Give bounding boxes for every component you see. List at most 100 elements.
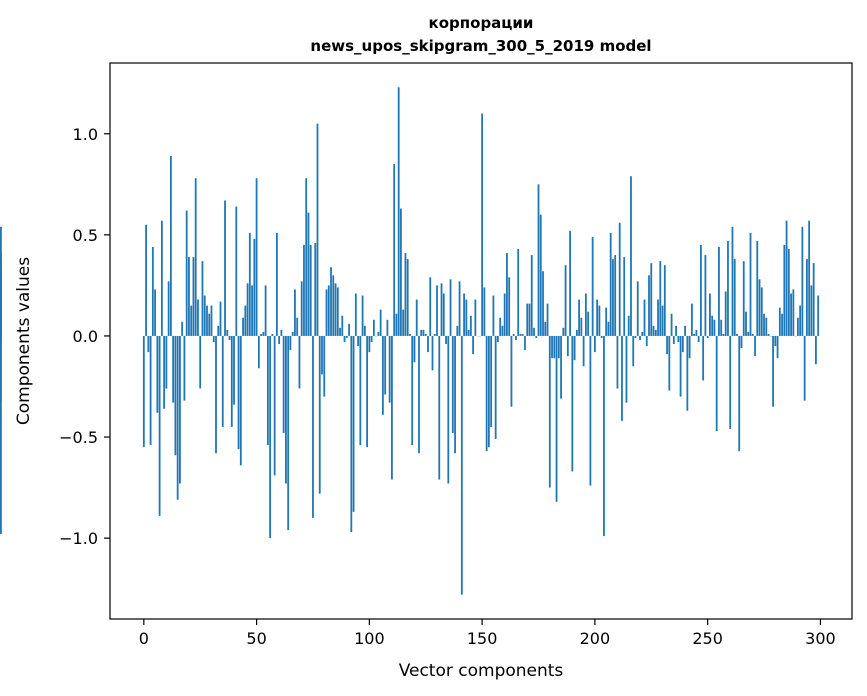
bar-39 (230, 335, 233, 427)
bar-129 (433, 333, 436, 336)
x-axis-label: Vector components (399, 661, 564, 681)
bar-172 (530, 255, 533, 336)
bar-184 (557, 335, 560, 359)
bar-161 (506, 253, 508, 336)
bar-83 (330, 267, 332, 336)
bar-35 (221, 335, 224, 427)
bar-151 (483, 287, 486, 336)
bar-8 (160, 220, 163, 336)
bar-271 (754, 335, 756, 357)
bar-247 (699, 244, 702, 336)
bar-251 (709, 293, 711, 336)
bar-262 (733, 259, 736, 336)
bar-36 (224, 200, 226, 336)
bar-210 (616, 335, 619, 389)
bar-91 (348, 323, 350, 336)
bar-261 (731, 226, 734, 336)
bar-175 (537, 184, 540, 336)
bar-217 (632, 335, 635, 367)
bar-66 (291, 331, 294, 336)
bar-226 (652, 325, 655, 336)
bar-53 (262, 331, 265, 336)
bar-141 (460, 335, 463, 595)
bar-253 (713, 319, 716, 336)
bar-203 (600, 335, 603, 338)
bar-166 (517, 249, 520, 336)
bar-176 (539, 214, 542, 336)
bar-202 (598, 305, 601, 336)
bar-96 (359, 335, 362, 446)
bar-3 (149, 335, 152, 446)
bar-235 (672, 335, 675, 345)
bar-74 (309, 244, 312, 336)
bar-275 (763, 313, 765, 336)
bar-287 (790, 293, 792, 336)
bar-49 (253, 238, 256, 336)
x-tick-label-100: 100 (354, 629, 385, 648)
bar-142 (463, 293, 465, 336)
bar-93 (352, 335, 355, 512)
bar-65 (289, 335, 292, 351)
bar-5 (154, 289, 156, 336)
bar-17 (181, 321, 184, 336)
bar-123 (420, 329, 423, 336)
bar-33 (217, 325, 220, 336)
bar-60 (278, 335, 281, 345)
bar-296 (810, 285, 813, 336)
bar-106 (381, 335, 384, 415)
bar-71 (303, 244, 305, 336)
bar-227 (654, 329, 657, 336)
bar-37 (226, 329, 229, 336)
bar-207 (609, 232, 612, 336)
bar-69 (298, 335, 301, 389)
bar-102 (372, 319, 375, 336)
bar-229 (659, 261, 662, 336)
bar-19 (185, 210, 188, 336)
bar-178 (544, 321, 547, 336)
bar-18 (183, 335, 186, 401)
bar-12 (169, 156, 172, 336)
bar-268 (747, 331, 750, 336)
chart-title-line-2: news_upos_skipgram_300_5_2019 model (310, 37, 651, 55)
bar-153 (487, 335, 490, 448)
bar-258 (724, 291, 727, 336)
bar-209 (614, 255, 617, 336)
bar-228 (657, 299, 659, 336)
chart-title-line-1: корпорации (429, 14, 534, 32)
bar-218 (634, 335, 637, 338)
bar-212 (621, 335, 623, 421)
bar-26 (201, 261, 204, 336)
bar-276 (765, 317, 768, 336)
bar-191 (573, 335, 576, 361)
bar-206 (607, 321, 610, 336)
bar-64 (287, 335, 290, 531)
bar-undefined (0, 226, 2, 336)
bar-124 (422, 329, 425, 336)
bar-95 (357, 335, 359, 347)
bar-27 (203, 295, 206, 336)
bar-55 (266, 335, 269, 446)
bar-139 (456, 325, 459, 336)
bar-181 (551, 335, 553, 359)
bar-61 (280, 329, 283, 336)
bar-80 (323, 335, 326, 397)
bar-46 (246, 283, 249, 336)
bar-297 (812, 263, 815, 336)
bar-281 (776, 335, 779, 359)
bar-280 (774, 335, 777, 347)
bar-270 (751, 333, 754, 336)
bar-120 (413, 335, 416, 363)
bar-174 (535, 335, 538, 338)
bar-24 (197, 299, 199, 336)
bar-21 (190, 305, 193, 336)
bar-130 (436, 285, 438, 336)
bar-38 (228, 335, 231, 340)
bar-294 (805, 259, 808, 336)
bar-255 (718, 246, 720, 336)
bar-13 (172, 335, 175, 403)
bar-62 (282, 335, 285, 433)
bar-85 (334, 283, 337, 336)
bar-76 (314, 242, 317, 336)
bar-52 (260, 333, 262, 336)
bar-117 (406, 259, 409, 336)
